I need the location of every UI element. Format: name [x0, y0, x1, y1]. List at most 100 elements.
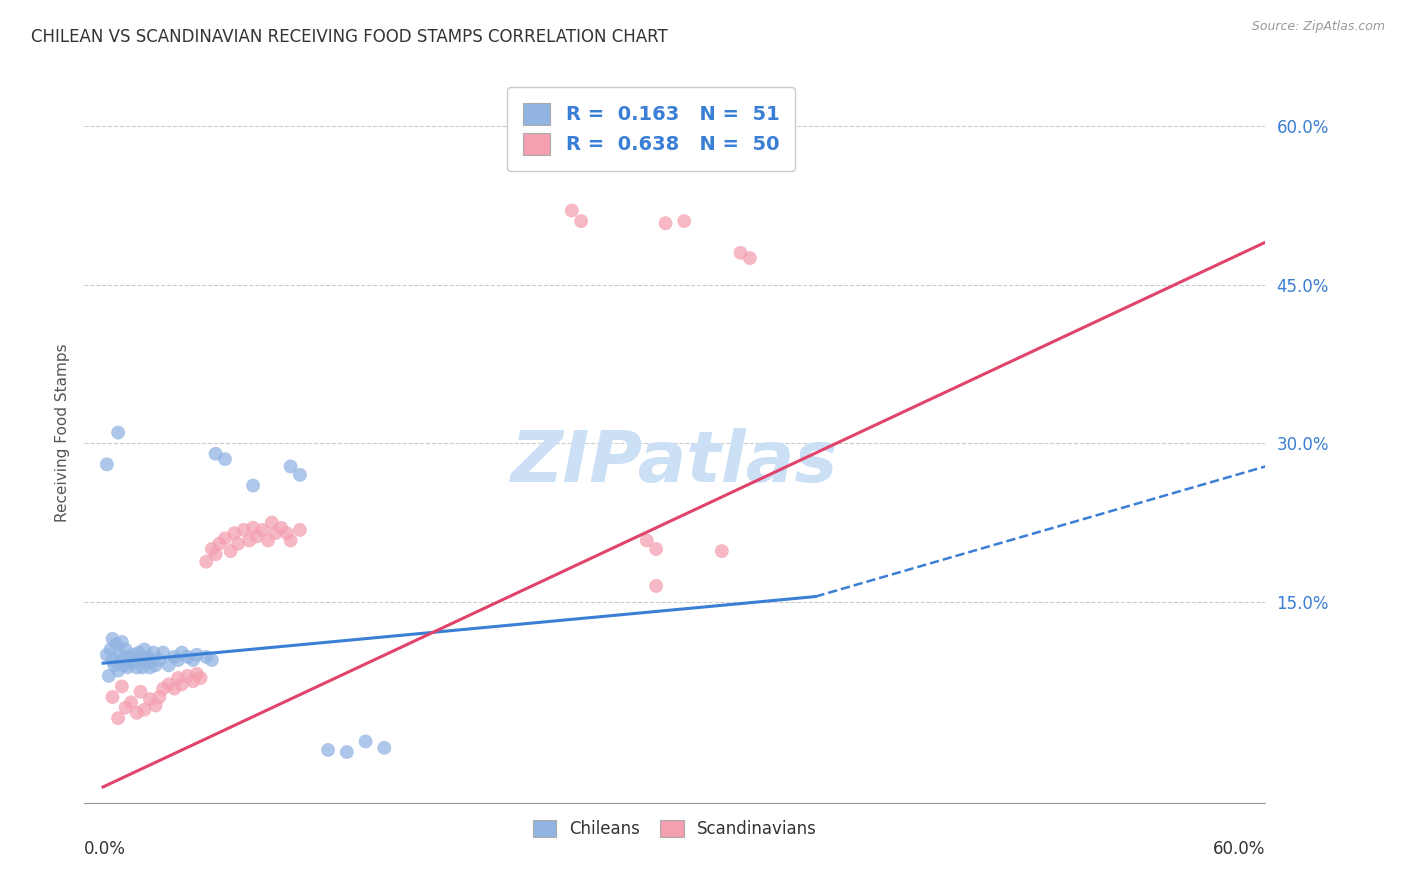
Point: [96, 648, 118, 662]
Point: [181, 653, 204, 667]
Text: CHILEAN VS SCANDINAVIAN RECEIVING FOOD STAMPS CORRELATION CHART: CHILEAN VS SCANDINAVIAN RECEIVING FOOD S…: [31, 28, 668, 45]
Point: [257, 533, 280, 548]
Point: [148, 653, 170, 667]
Point: [128, 646, 150, 660]
Point: [152, 681, 174, 696]
Point: [636, 533, 658, 548]
Point: [201, 541, 224, 556]
Point: [270, 521, 292, 535]
Point: [117, 660, 139, 674]
Point: [208, 537, 231, 551]
Point: [101, 653, 124, 667]
Point: [201, 653, 224, 667]
Point: [101, 632, 124, 646]
Point: [186, 666, 208, 681]
Point: [288, 523, 311, 537]
Point: [103, 658, 125, 673]
Point: [111, 680, 134, 694]
Point: [280, 533, 302, 548]
Point: [148, 690, 170, 704]
Point: [710, 544, 733, 558]
Point: [170, 677, 193, 691]
Point: [561, 203, 583, 218]
Point: [224, 526, 246, 541]
Point: [145, 698, 167, 713]
Point: [139, 692, 162, 706]
Point: [214, 532, 236, 546]
Point: [124, 653, 146, 667]
Point: [136, 649, 159, 664]
Point: [373, 740, 395, 755]
Point: [111, 653, 134, 667]
Point: [246, 529, 269, 543]
Point: [120, 695, 142, 709]
Point: [176, 669, 198, 683]
Point: [129, 685, 152, 699]
Point: [100, 642, 122, 657]
Point: [645, 541, 668, 556]
Point: [111, 635, 134, 649]
Text: 60.0%: 60.0%: [1213, 840, 1265, 858]
Point: [142, 646, 165, 660]
Point: [316, 743, 339, 757]
Point: [122, 648, 145, 662]
Point: [730, 245, 752, 260]
Point: [135, 656, 157, 670]
Point: [96, 458, 118, 472]
Point: [125, 706, 148, 720]
Point: [738, 251, 761, 265]
Point: [107, 425, 129, 440]
Point: [141, 653, 163, 667]
Point: [105, 637, 128, 651]
Point: [163, 681, 186, 696]
Point: [139, 660, 162, 674]
Point: [152, 646, 174, 660]
Point: [125, 660, 148, 674]
Text: 0.0%: 0.0%: [84, 840, 127, 858]
Point: [195, 555, 218, 569]
Point: [252, 523, 274, 537]
Point: [226, 537, 249, 551]
Point: [114, 642, 136, 657]
Point: [114, 700, 136, 714]
Point: [167, 653, 190, 667]
Point: [232, 523, 254, 537]
Point: [129, 653, 152, 667]
Point: [242, 478, 264, 492]
Point: [214, 452, 236, 467]
Point: [170, 646, 193, 660]
Point: [145, 658, 167, 673]
Point: [204, 447, 226, 461]
Point: [157, 677, 180, 691]
Point: [120, 656, 142, 670]
Point: [107, 711, 129, 725]
Text: ZIPatlas: ZIPatlas: [512, 428, 838, 497]
Point: [569, 214, 592, 228]
Point: [163, 649, 186, 664]
Point: [97, 669, 120, 683]
Point: [260, 516, 283, 530]
Point: [134, 703, 156, 717]
Point: [107, 664, 129, 678]
Point: [204, 547, 226, 561]
Point: [654, 216, 676, 230]
Point: [219, 544, 242, 558]
Point: [264, 526, 287, 541]
Point: [181, 674, 204, 689]
Point: [354, 734, 377, 748]
Point: [673, 214, 696, 228]
Point: [190, 671, 212, 685]
Point: [336, 745, 359, 759]
Point: [186, 648, 208, 662]
Point: [108, 648, 131, 662]
Point: [157, 658, 180, 673]
Point: [238, 533, 260, 548]
Point: [280, 459, 302, 474]
Point: [288, 467, 311, 482]
Point: [276, 526, 298, 541]
Point: [134, 642, 156, 657]
Point: [195, 649, 218, 664]
Point: [167, 671, 190, 685]
Point: [645, 579, 668, 593]
Point: [101, 690, 124, 704]
